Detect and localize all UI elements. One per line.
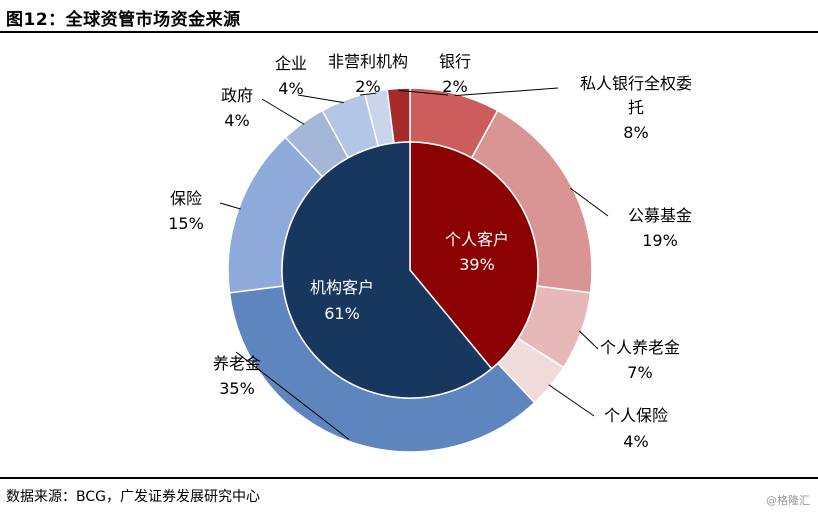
chart-title: 图12：全球资管市场资金来源 bbox=[6, 10, 241, 30]
leader-line-1 bbox=[570, 187, 609, 217]
inner-slice-1 bbox=[281, 141, 493, 399]
label-personal-insurance-value: 4% bbox=[623, 432, 648, 451]
inner-slice-0 bbox=[409, 141, 539, 370]
watermark: @格隆汇 bbox=[766, 494, 810, 507]
label-bank-name: 银行 bbox=[439, 52, 471, 71]
leader-line-0 bbox=[454, 87, 559, 97]
label-insurance-value: 15% bbox=[168, 214, 204, 233]
label-bank-value: 2% bbox=[442, 77, 467, 96]
leader-line-5 bbox=[219, 202, 241, 210]
source-note: 数据来源：BCG，广发证券发展研究中心 bbox=[6, 489, 260, 505]
inner-pie bbox=[281, 141, 539, 399]
leader-line-7 bbox=[297, 94, 344, 104]
outer-ring bbox=[227, 87, 593, 453]
leader-line-6 bbox=[261, 98, 305, 125]
label-personal-pension-name: 个人养老金 bbox=[600, 338, 680, 357]
leader-line-8 bbox=[359, 92, 377, 96]
leader-line-9 bbox=[398, 89, 449, 96]
label-private-bank-value: 8% bbox=[623, 123, 648, 142]
label-insurance-name: 保险 bbox=[170, 189, 202, 208]
label-pension-value: 35% bbox=[219, 379, 255, 398]
label-pension-name: 养老金 bbox=[213, 354, 261, 373]
label-government-name: 政府 bbox=[221, 86, 253, 105]
label-mutual-fund-name: 公募基金 bbox=[628, 206, 692, 225]
top-rule bbox=[0, 31, 818, 33]
inner-label-institutional-value: 61% bbox=[324, 304, 360, 323]
label-enterprise-value: 4% bbox=[278, 79, 303, 98]
leader-line-2 bbox=[579, 330, 599, 350]
label-enterprise-name: 企业 bbox=[275, 54, 307, 73]
label-nonprofit-name: 非营利机构 bbox=[328, 52, 408, 71]
label-personal-insurance-name: 个人保险 bbox=[604, 406, 668, 425]
leader-line-3 bbox=[548, 384, 595, 417]
leader-line-4 bbox=[235, 351, 350, 440]
label-mutual-fund-value: 19% bbox=[642, 231, 678, 250]
inner-label-individual-value: 39% bbox=[459, 255, 495, 274]
inner-label-institutional-name: 机构客户 bbox=[310, 278, 374, 297]
label-personal-pension-value: 7% bbox=[627, 363, 652, 382]
inner-label-individual-name: 个人客户 bbox=[445, 230, 509, 249]
label-government-value: 4% bbox=[224, 111, 249, 130]
label-private-bank-name-line1: 私人银行全权委 bbox=[580, 74, 692, 93]
leader-lines bbox=[219, 87, 609, 440]
label-private-bank-name-line2: 托 bbox=[628, 98, 644, 117]
label-nonprofit-value: 2% bbox=[355, 77, 380, 96]
bottom-rule bbox=[0, 477, 818, 479]
